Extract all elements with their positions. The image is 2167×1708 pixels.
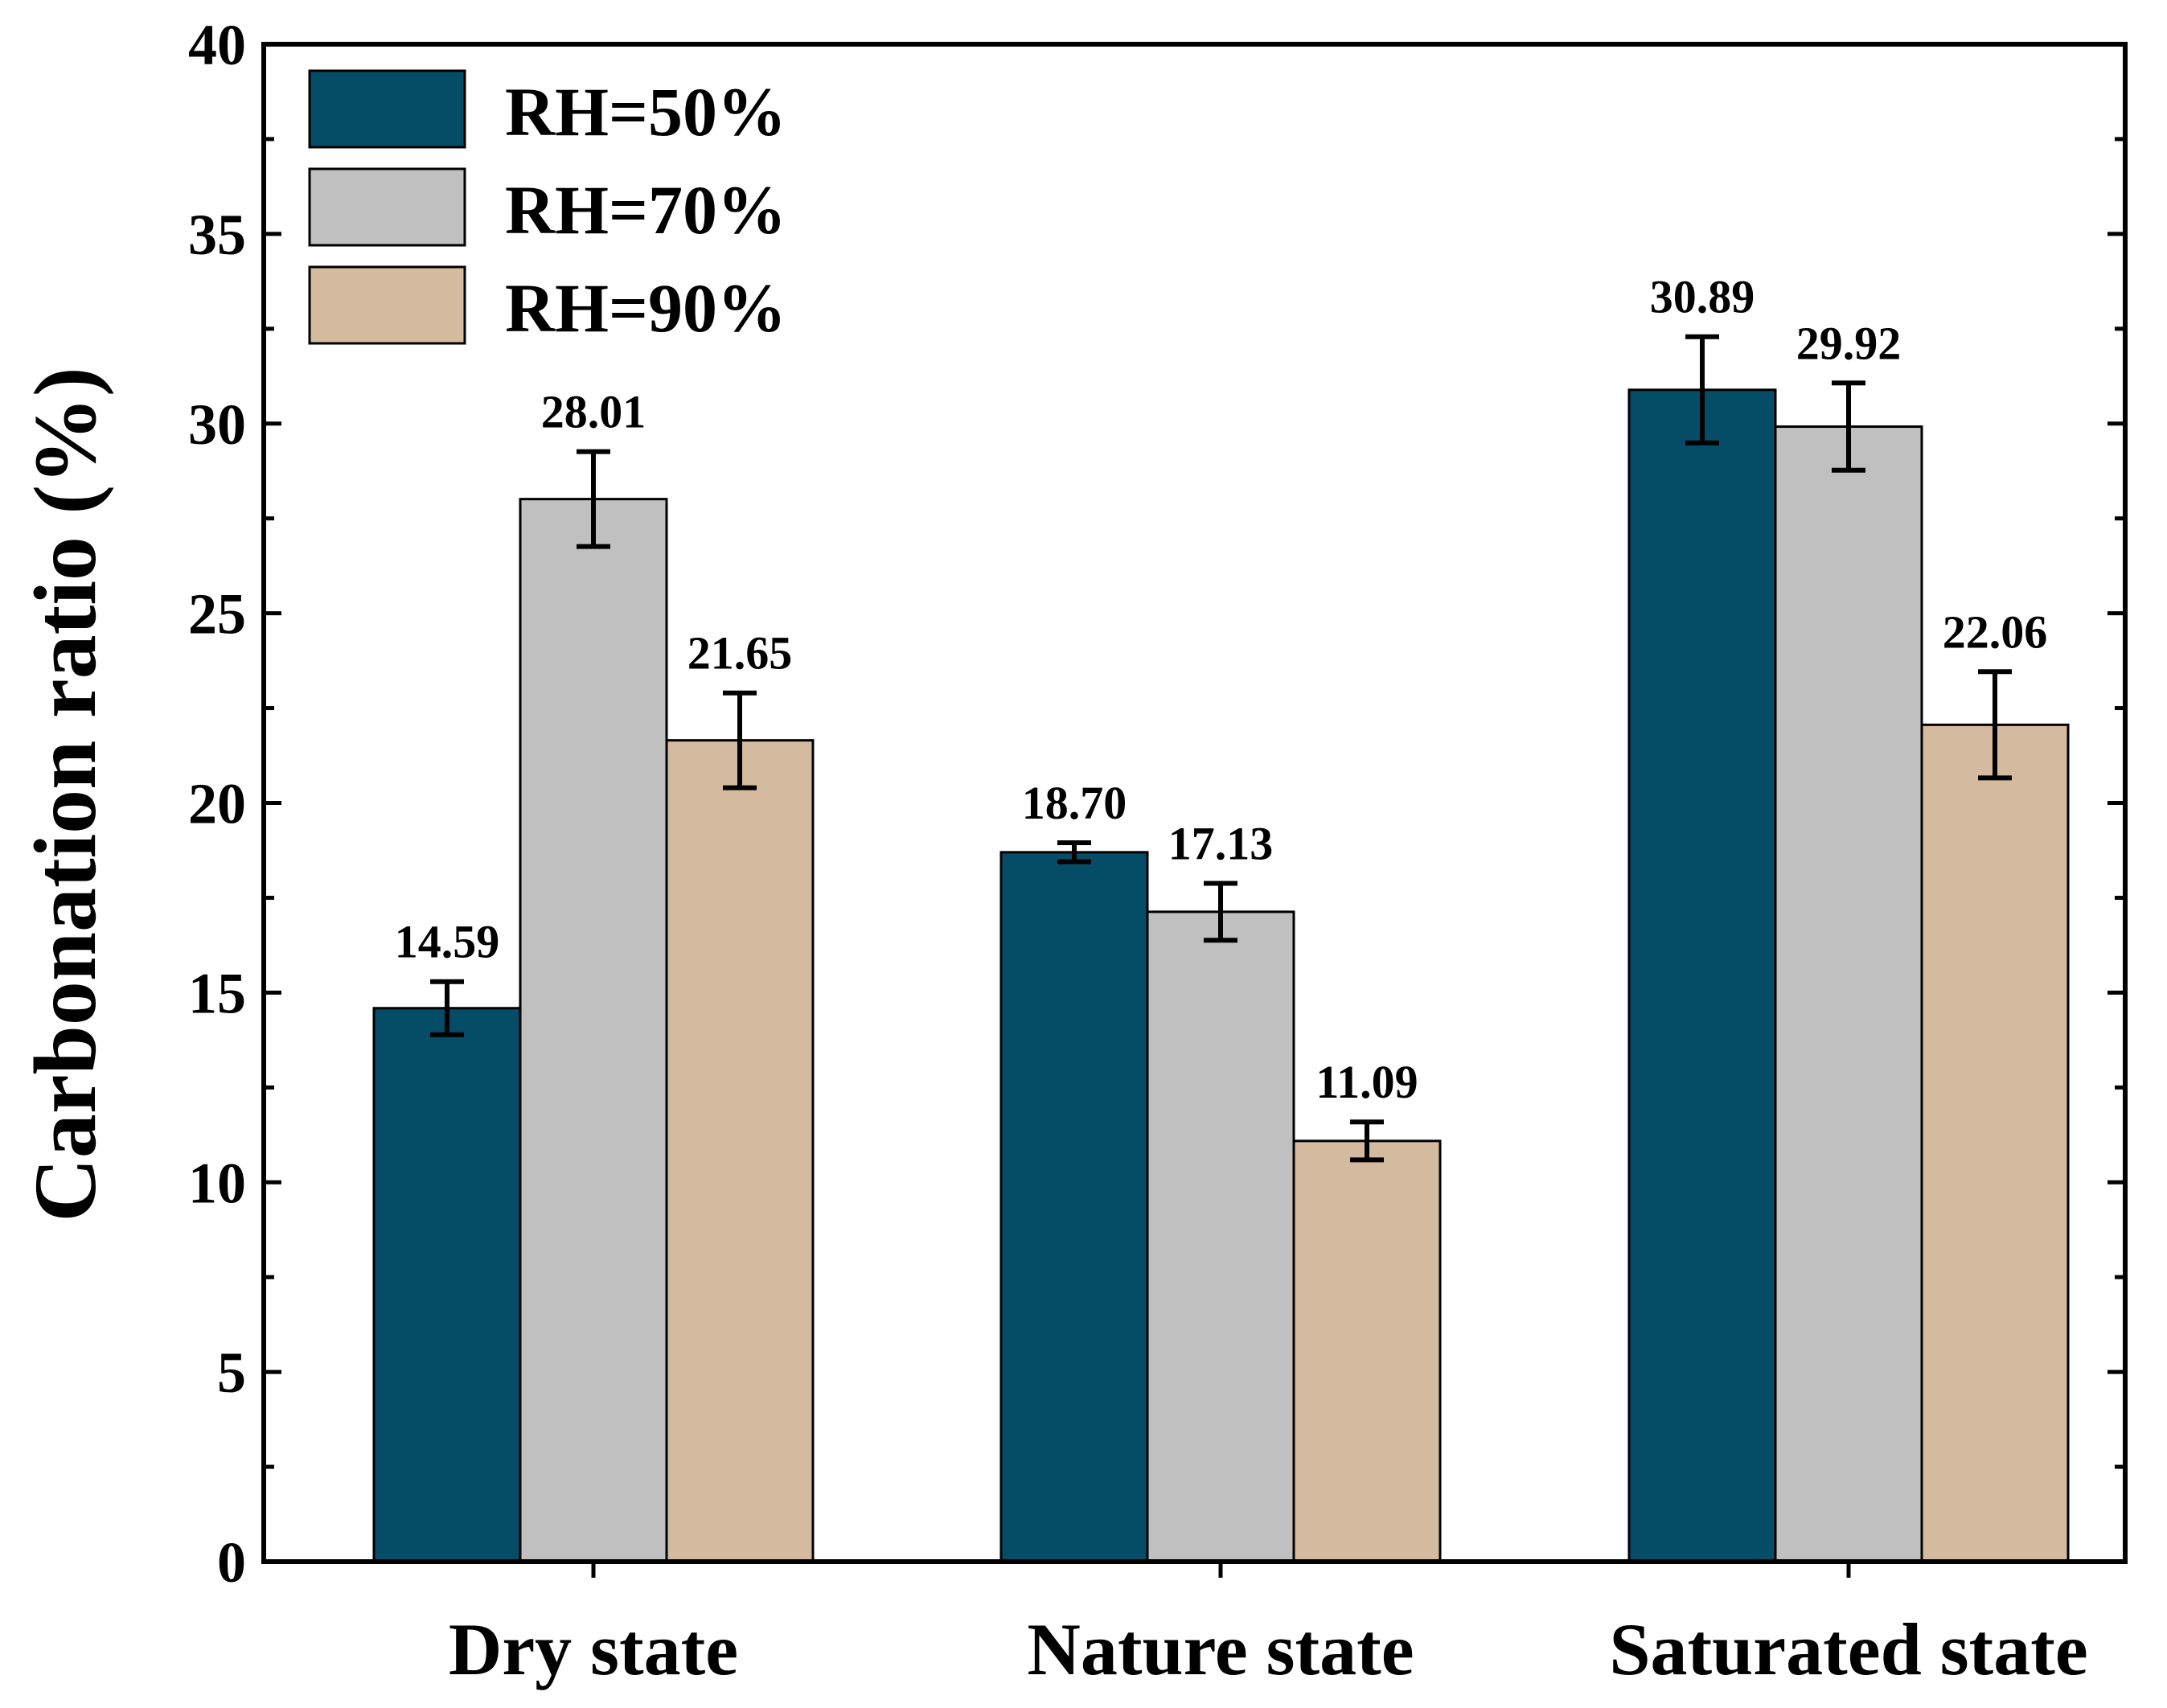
bar-nature-state-series-2 xyxy=(1146,910,1295,1563)
error-bar-nature-state-series-3 xyxy=(1350,1119,1384,1163)
data-label-saturated-state-series-1: 30.89 xyxy=(1650,271,1755,323)
x-category-label: Dry state xyxy=(449,1608,738,1690)
y-axis-label: Carbonation ratio (%) xyxy=(16,367,114,1221)
legend-swatch-series-3 xyxy=(308,265,466,345)
bar-dry-state-series-1 xyxy=(372,1007,522,1563)
y-tick-label: 10 xyxy=(188,1151,246,1215)
bars-layer xyxy=(372,388,2070,1563)
y-tick-label: 0 xyxy=(217,1530,246,1595)
y-tick-label: 15 xyxy=(188,961,246,1025)
y-tick-label: 25 xyxy=(188,582,246,647)
error-bar-nature-state-series-2 xyxy=(1204,881,1237,943)
bar-nature-state-series-3 xyxy=(1292,1139,1442,1563)
error-bars-layer xyxy=(430,334,2012,1163)
legend-label-series-3: RH=90% xyxy=(505,269,786,347)
error-bar-dry-state-series-1 xyxy=(430,979,464,1037)
legend-swatch-series-1 xyxy=(308,69,466,149)
error-bar-nature-state-series-1 xyxy=(1057,840,1091,864)
error-bar-saturated-state-series-1 xyxy=(1685,334,1719,445)
data-label-nature-state-series-3: 11.09 xyxy=(1315,1056,1418,1108)
data-label-saturated-state-series-2: 29.92 xyxy=(1796,317,1902,369)
bar-nature-state-series-1 xyxy=(999,851,1149,1563)
bar-saturated-state-series-1 xyxy=(1627,388,1777,1563)
legend-label-series-1: RH=50% xyxy=(505,73,786,150)
legend-label-series-2: RH=70% xyxy=(505,171,786,248)
data-label-nature-state-series-1: 18.70 xyxy=(1022,777,1127,829)
legend: RH=50% RH=70% RH=90% xyxy=(308,69,786,347)
data-label-dry-state-series-2: 28.01 xyxy=(541,386,646,438)
data-label-dry-state-series-1: 14.59 xyxy=(395,916,500,968)
error-bar-saturated-state-series-3 xyxy=(1978,669,2012,781)
y-tick-label: 30 xyxy=(188,392,246,457)
y-tick-label: 35 xyxy=(188,203,246,267)
error-bar-dry-state-series-2 xyxy=(577,449,610,549)
data-labels-layer: 14.59 18.70 30.89 28.01 17.13 29.92 21.65 11.09… xyxy=(395,271,2048,1109)
bar-saturated-state-series-2 xyxy=(1774,425,1923,1563)
error-bar-saturated-state-series-2 xyxy=(1832,380,1865,473)
y-tick-label: 20 xyxy=(188,772,246,836)
data-label-nature-state-series-2: 17.13 xyxy=(1168,818,1274,870)
x-category-label: Nature state xyxy=(1027,1608,1414,1690)
x-category-label: Saturated state xyxy=(1609,1608,2087,1690)
error-bar-dry-state-series-3 xyxy=(723,690,757,790)
legend-swatch-series-2 xyxy=(308,167,466,247)
data-label-saturated-state-series-3: 22.06 xyxy=(1943,606,2048,658)
y-tick-label: 40 xyxy=(188,13,246,77)
bar-dry-state-series-3 xyxy=(665,739,815,1563)
y-tick-label: 5 xyxy=(217,1341,246,1405)
bar-dry-state-series-2 xyxy=(519,498,668,1563)
data-label-dry-state-series-3: 21.65 xyxy=(687,627,793,680)
axis-layer: 0 5 10 15 20 25 30 35 40 Dry state Nature state Sat… xyxy=(188,13,2128,1690)
bar-saturated-state-series-3 xyxy=(1920,723,2070,1563)
